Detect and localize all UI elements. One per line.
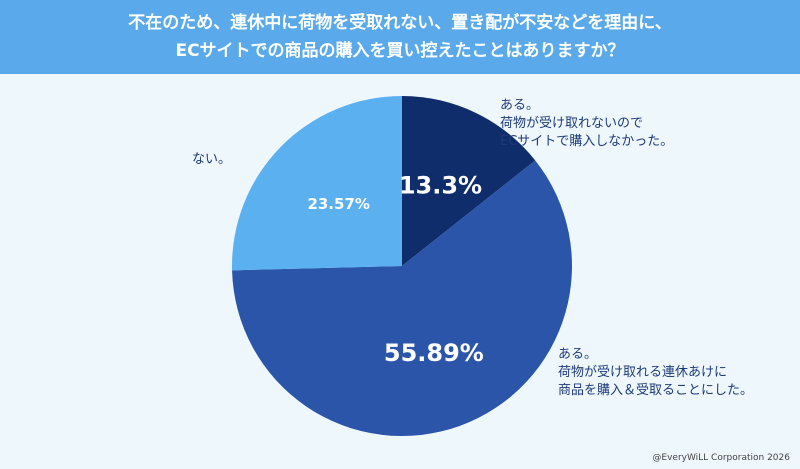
slice-annotation-1-line-3: ECサイトで購入しなかった。 bbox=[500, 134, 674, 149]
title-bar: 不在のため、連休中に荷物を受取れない、置き配が不安などを理由に、 ECサイトでの… bbox=[0, 0, 800, 74]
pie-slice-1 bbox=[402, 96, 536, 266]
slice-annotation-3: ない。 bbox=[192, 151, 231, 169]
slice-annotation-2-line-3: 商品を購入＆受取ることにした。 bbox=[558, 383, 754, 398]
slice-annotation-3-line-1: ない。 bbox=[192, 152, 232, 167]
pie-slice-3 bbox=[231, 96, 402, 271]
pie-slice-2 bbox=[232, 160, 572, 437]
title-line-2: ECサイトでの商品の購入を買い控えたことはありますか？ bbox=[175, 41, 625, 61]
pie-value-label-3: 23.57% bbox=[307, 195, 369, 213]
slice-annotation-1: ある。 荷物が受け取れないので ECサイトで購入しなかった。 bbox=[500, 97, 673, 151]
copyright: @EveryWiLL Corporation 2026 bbox=[652, 453, 790, 463]
title-line-1: 不在のため、連休中に荷物を受取れない、置き配が不安などを理由に、 bbox=[128, 13, 672, 33]
pie-value-label-1: 13.3% bbox=[399, 171, 482, 199]
pie-value-label-2: 55.89% bbox=[384, 339, 484, 367]
slice-annotation-2-line-1: ある。 bbox=[558, 347, 598, 362]
slice-annotation-2-line-2: 荷物が受け取れる連休あけに bbox=[558, 365, 728, 380]
slice-annotation-1-line-1: ある。 bbox=[500, 98, 540, 113]
slice-annotation-1-line-2: 荷物が受け取れないので bbox=[500, 116, 644, 131]
slice-annotation-2: ある。 荷物が受け取れる連休あけに 商品を購入＆受取ることにした。 bbox=[558, 346, 753, 400]
